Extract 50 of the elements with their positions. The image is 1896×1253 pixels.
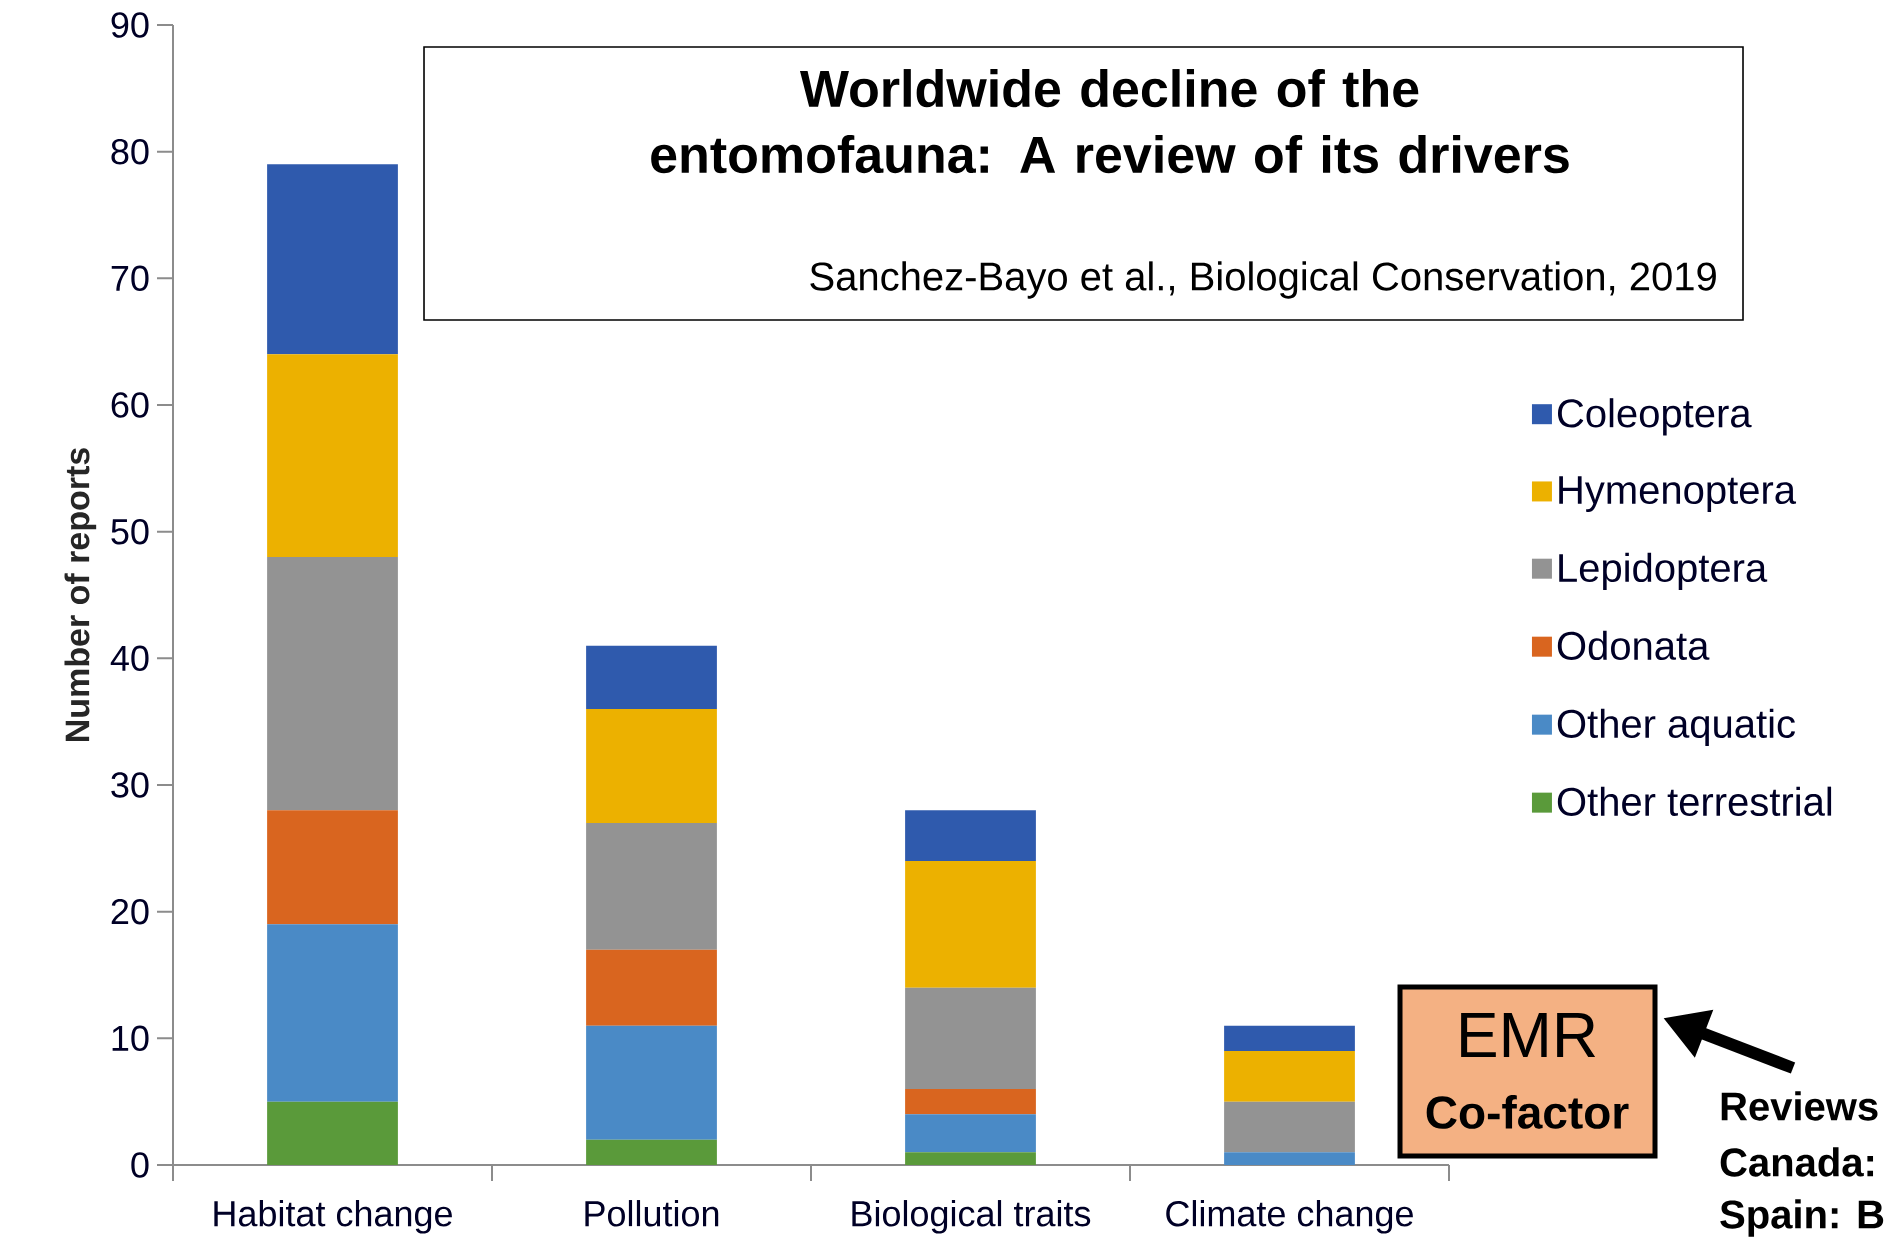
bar xyxy=(905,1152,1036,1165)
bar xyxy=(586,708,717,823)
bar xyxy=(905,860,1036,988)
y-tick-label: 50 xyxy=(111,518,149,545)
bar xyxy=(1224,1050,1355,1102)
text: Spain: B xyxy=(1720,1199,1884,1237)
legend-label: Other terrestrial xyxy=(1557,786,1832,817)
y-tick-label: 90 xyxy=(111,12,149,38)
bar xyxy=(586,1139,717,1165)
x-tick-label: Climate change xyxy=(1166,1200,1413,1234)
y-tick-label: 80 xyxy=(111,138,149,165)
text: Sanchez-Bayo et al., Biological Conservation, 2019 xyxy=(810,261,1716,299)
x-tick-label: Habitat change xyxy=(214,1200,452,1234)
bar xyxy=(586,645,717,709)
text: Reviews xyxy=(1721,1091,1878,1121)
bar xyxy=(267,810,398,925)
bar xyxy=(267,924,398,1102)
bar xyxy=(586,822,717,950)
bar xyxy=(905,987,1036,1089)
bar xyxy=(1224,1101,1355,1153)
bar xyxy=(1224,1152,1355,1165)
y-tick-label: 20 xyxy=(111,898,149,925)
text: Canada: xyxy=(1720,1147,1874,1177)
legend-label: Coleoptera xyxy=(1557,398,1752,436)
bar xyxy=(267,556,398,811)
text: Worldwide decline of the entomofauna: A review of its drivers xyxy=(651,69,1569,174)
y-tick-label: 70 xyxy=(111,265,149,292)
bar xyxy=(586,1025,717,1140)
y-tick-label: 0 xyxy=(131,1152,149,1178)
text: EMR xyxy=(1461,1012,1596,1057)
y-tick-label: 10 xyxy=(112,1025,149,1052)
legend-label: Lepidoptera xyxy=(1559,552,1768,590)
x-tick-label: Pollution xyxy=(585,1200,719,1227)
bar xyxy=(267,164,398,355)
x-tick-label: Biological traits xyxy=(852,1200,1091,1234)
bar xyxy=(586,949,717,1026)
bar xyxy=(905,810,1036,861)
bar xyxy=(267,1101,398,1165)
legend-label: Other aquatic xyxy=(1557,708,1795,746)
y-tick-label: 30 xyxy=(111,772,149,798)
y-axis-title: Number of reports xyxy=(64,448,97,741)
legend-label: Hymenoptera xyxy=(1559,476,1797,513)
annotation: Co-factor xyxy=(1426,1095,1629,1129)
bar xyxy=(905,1088,1036,1115)
legend-label: Odonata xyxy=(1557,630,1710,661)
y-tick-label: 40 xyxy=(110,645,149,672)
bar xyxy=(905,1114,1036,1153)
y-tick-label: 60 xyxy=(111,392,149,418)
bar xyxy=(1224,1025,1355,1051)
bar xyxy=(267,354,398,557)
